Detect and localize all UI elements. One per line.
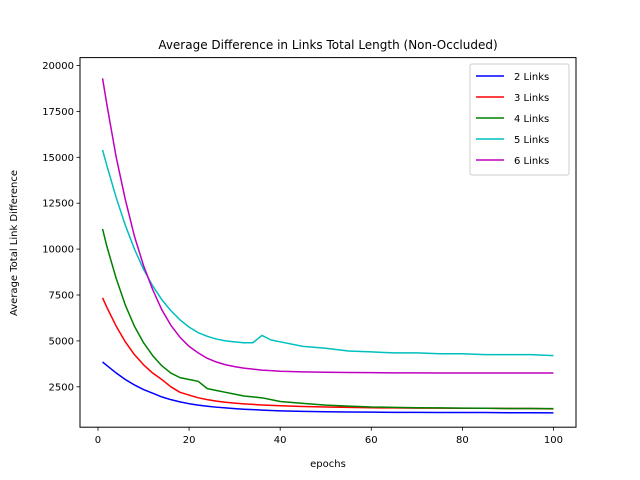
series-layer — [101, 78, 554, 414]
legend-label: 4 Links — [514, 114, 549, 125]
series-line-4-links — [101, 228, 554, 410]
y-tick-label: 17500 — [42, 107, 74, 118]
y-axis: 2500 5000 7500 10000 12500 15000 17500 20000 — [42, 61, 80, 393]
legend-label: 3 Links — [514, 93, 549, 104]
legend-box — [469, 63, 570, 176]
series-line-2-links — [102, 361, 554, 414]
x-axis: 0 20 40 60 80 100 — [95, 427, 563, 446]
x-tick-label: 40 — [274, 435, 287, 446]
plot-area-frame — [79, 57, 577, 428]
y-tick-label: 5000 — [49, 336, 74, 347]
y-tick-label: 10000 — [42, 245, 74, 256]
legend-label: 5 Links — [514, 135, 549, 146]
y-tick-label: 12500 — [42, 199, 74, 210]
legend-label: 6 Links — [514, 156, 549, 167]
series-line-6-links — [101, 78, 554, 374]
x-tick-label: 100 — [544, 435, 563, 446]
legend: 2 Links 3 Links 4 Links 5 Links 6 Links — [469, 63, 570, 176]
y-axis-label: Average Total Link Difference — [9, 170, 20, 316]
x-tick-label: 20 — [183, 435, 196, 446]
y-tick-label: 2500 — [49, 382, 74, 393]
y-tick-label: 15000 — [42, 153, 74, 164]
y-tick-label: 20000 — [42, 61, 74, 72]
legend-label: 2 Links — [514, 72, 549, 83]
x-tick-label: 80 — [456, 435, 469, 446]
x-tick-label: 60 — [365, 435, 378, 446]
y-tick-label: 7500 — [49, 291, 74, 302]
x-axis-label: epochs — [310, 459, 346, 470]
x-tick-label: 0 — [95, 435, 101, 446]
chart-title: Average Difference in Links Total Length… — [158, 38, 497, 52]
